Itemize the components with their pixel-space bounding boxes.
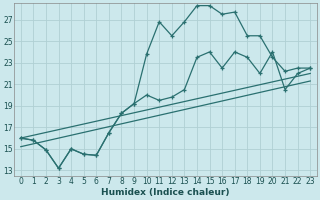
X-axis label: Humidex (Indice chaleur): Humidex (Indice chaleur) xyxy=(101,188,230,197)
